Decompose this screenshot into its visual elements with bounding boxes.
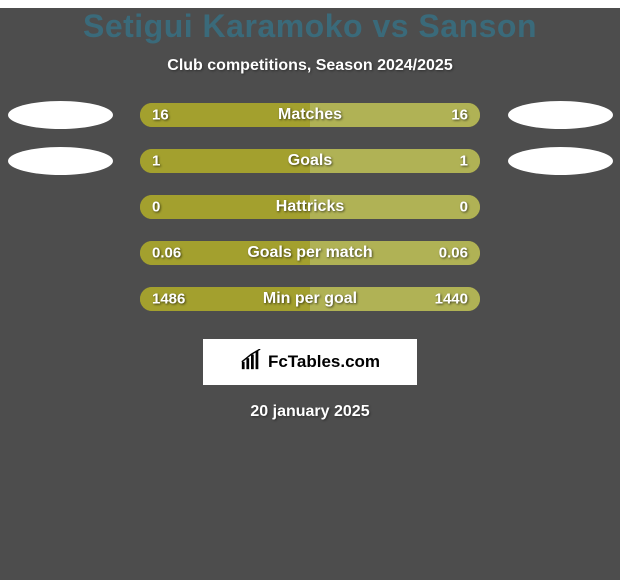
stat-row: 0 0 Hattricks — [0, 195, 620, 219]
stat-bar: 16 16 Matches — [140, 103, 480, 127]
player-left-ellipse-icon — [8, 147, 113, 175]
stat-row: 1 1 Goals — [0, 149, 620, 173]
bar-chart-icon — [240, 349, 262, 376]
stat-rows: 16 16 Matches 1 1 Goals 0 0 Hattricks 0.06 0.06 Goa… — [0, 103, 620, 311]
right-slot — [500, 195, 620, 219]
stat-value-right: 0 — [460, 199, 468, 216]
stat-value-left: 0 — [152, 199, 160, 216]
stat-value-left: 1 — [152, 153, 160, 170]
player-right-ellipse-icon — [508, 147, 613, 175]
stat-bar-left-fill — [140, 149, 310, 173]
subtitle: Club competitions, Season 2024/2025 — [0, 57, 620, 75]
player-left-ellipse-icon — [8, 101, 113, 129]
date-text: 20 january 2025 — [0, 403, 620, 421]
stat-value-right: 0.06 — [439, 245, 468, 262]
right-slot — [500, 287, 620, 311]
left-slot — [0, 195, 120, 219]
stat-value-left: 1486 — [152, 291, 185, 308]
stat-bar: 1486 1440 Min per goal — [140, 287, 480, 311]
stat-row: 0.06 0.06 Goals per match — [0, 241, 620, 265]
left-slot — [0, 149, 120, 173]
brand-text: FcTables.com — [268, 352, 380, 372]
left-slot — [0, 287, 120, 311]
brand-box[interactable]: FcTables.com — [203, 339, 417, 385]
stat-bar-right-fill — [310, 149, 480, 173]
stat-bar: 1 1 Goals — [140, 149, 480, 173]
stat-bar: 0 0 Hattricks — [140, 195, 480, 219]
stat-value-right: 1 — [460, 153, 468, 170]
stat-bar: 0.06 0.06 Goals per match — [140, 241, 480, 265]
comparison-container: Setigui Karamoko vs Sanson Club competit… — [0, 8, 620, 580]
stat-label: Hattricks — [276, 198, 344, 216]
stat-label: Matches — [278, 106, 342, 124]
left-slot — [0, 103, 120, 127]
stat-value-right: 16 — [451, 107, 468, 124]
stat-label: Goals — [288, 152, 332, 170]
stat-row: 16 16 Matches — [0, 103, 620, 127]
page-title: Setigui Karamoko vs Sanson — [0, 8, 620, 45]
stat-label: Goals per match — [247, 244, 372, 262]
stat-value-right: 1440 — [435, 291, 468, 308]
stat-row: 1486 1440 Min per goal — [0, 287, 620, 311]
right-slot — [500, 103, 620, 127]
player-right-ellipse-icon — [508, 101, 613, 129]
stat-label: Min per goal — [263, 290, 357, 308]
stat-value-left: 16 — [152, 107, 169, 124]
stat-value-left: 0.06 — [152, 245, 181, 262]
left-slot — [0, 241, 120, 265]
right-slot — [500, 241, 620, 265]
right-slot — [500, 149, 620, 173]
